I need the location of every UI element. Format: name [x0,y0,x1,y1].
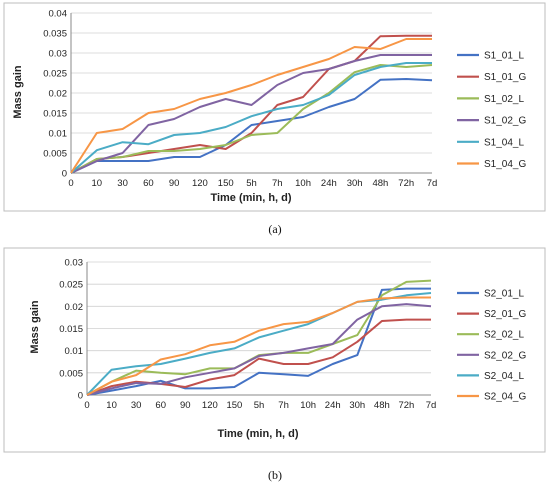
chart-b-xtick-label: 120 [202,400,218,411]
chart-b-xtick-label: 7d [426,400,437,411]
chart-b-xtick-label: 7h [278,400,289,411]
chart-a-xtick-label: 150 [218,178,234,189]
chart-a-ytick-label: 0.02 [49,89,68,100]
chart-b-xtick-label: 10h [300,400,316,411]
chart-a-legend-label: S1_02_L [484,94,524,105]
chart-a-legend-label: S1_01_L [484,51,524,62]
chart-b-legend-label: S2_04_G [484,392,526,403]
chart-a-ytick-label: 0.025 [43,69,67,80]
chart-b-series-line-s2-01-l [86,287,431,396]
chart-a-ytick-label: 0 [62,169,67,180]
chart-a-xtick-label: 5h [246,178,257,189]
chart-b-legend-label: S2_01_G [484,309,526,320]
chart-b-xtick-label: 10 [106,400,117,411]
chart-a-legend-label: S1_02_G [484,116,526,127]
chart-a-ytick-label: 0.01 [49,129,68,140]
chart-b-ytick-label: 0.015 [59,324,83,335]
chart-b-xtick-label: 30 [131,400,142,411]
chart-a-xtick-label: 60 [143,178,154,189]
chart-a-legend-label: S1_01_G [484,72,526,83]
chart-b-series-line-s2-04-g [86,296,431,396]
chart-a-xtick-label: 24h [321,178,337,189]
chart-b-xtick-label: 30h [349,400,365,411]
chart-b-series-line-s2-02-g [86,303,432,396]
chart-a-xtick-label: 72h [398,178,414,189]
caption-b: (b) [268,468,282,482]
chart-a-xtick-label: 0 [68,178,73,189]
chart-b-ytick-label: 0.01 [65,346,84,357]
chart-a-series-line-s1-04-g [70,38,432,174]
chart-b-xlabel: Time (min, h, d) [217,428,298,440]
chart-a-xtick-label: 30 [117,178,128,189]
chart-b-xtick-label: 0 [84,400,89,411]
chart-b-legend-label: S2_01_L [484,289,524,300]
chart-a-ylabel: Mass gain [12,65,24,118]
chart-a-series-line-s1-01-l [70,78,433,174]
chart-a-xtick-label: 7h [272,178,283,189]
chart-b-legend-label: S2_04_L [484,371,524,382]
chart-a-ytick-label: 0.005 [43,149,67,160]
chart-b-xtick-label: 90 [180,400,191,411]
chart-a-xtick-label: 90 [169,178,180,189]
chart-b-xtick-label: 5h [254,400,265,411]
chart-b-xtick-label: 48h [374,400,390,411]
chart-b: Time (min, h, d) Mass gain 0 0.005 0.01 0.0… [3,247,546,453]
chart-a-legend-label: S1_04_G [484,159,526,170]
chart-b-ytick-label: 0.02 [65,302,84,313]
chart-a-series-line-s1-02-l [70,64,433,174]
chart-b-ytick-label: 0.025 [59,280,83,291]
chart-a-xtick-label: 120 [192,178,208,189]
chart-b-ylabel: Mass gain [29,300,41,353]
chart-a-xtick-label: 30h [347,178,363,189]
chart-b-xtick-label: 150 [226,400,242,411]
chart-a-xlabel: Time (min, h, d) [210,192,291,204]
chart-b-ytick-label: 0 [78,391,83,402]
chart-b-xtick-label: 60 [155,400,166,411]
caption-a: (a) [268,222,281,236]
chart-b-legend-label: S2_02_G [484,350,526,361]
chart-a-ytick-label: 0.03 [49,49,68,60]
chart-a-xtick-label: 48h [372,178,388,189]
chart-b-legend-label: S2_02_L [484,330,524,341]
chart-a-xtick-label: 7d [427,178,438,189]
chart-a-frame [3,2,546,212]
chart-b-xtick-label: 24h [325,400,341,411]
chart-a-ytick-label: 0.04 [49,9,68,20]
chart-a-xtick-label: 10 [91,178,102,189]
chart-b-ytick-label: 0.005 [59,368,83,379]
chart-a-legend-label: S1_04_L [484,137,524,148]
chart-a: Time (min, h, d) Mass gain 0 0.005 0.01 0.0… [3,2,546,212]
chart-b-frame [3,247,546,453]
chart-a-ytick-label: 0.035 [43,29,67,40]
chart-a-ytick-label: 0.015 [43,109,67,120]
chart-a-xtick-label: 10h [295,178,311,189]
chart-b-ytick-label: 0.03 [65,258,84,269]
chart-b-xtick-label: 72h [398,400,414,411]
chart-a-series-line-s1-04-l [70,62,432,174]
